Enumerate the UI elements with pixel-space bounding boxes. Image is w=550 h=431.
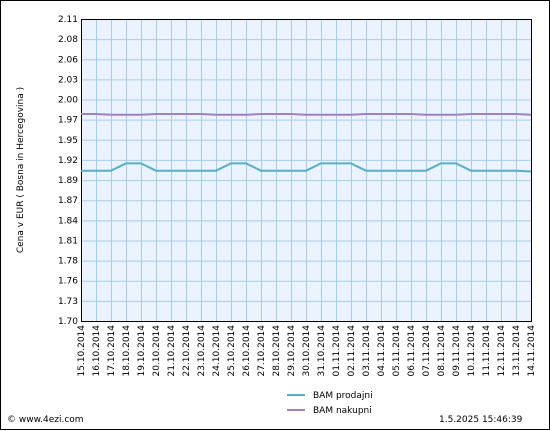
y-axis-ticks: 2.11 2.08 2.06 2.03 2.00 1.97 1.95 1.92 1.89 1.87… (58, 15, 78, 327)
x-tick-label: 08.11.2014 (437, 325, 447, 377)
footer-timestamp: 1.5.2025 15:46:39 (439, 415, 523, 425)
x-tick-label: 01.11.2014 (332, 325, 342, 377)
y-tick-label: 1.70 (58, 317, 78, 327)
x-tick-label: 13.11.2014 (512, 325, 522, 377)
y-axis-label: Cena v EUR ( Bosna in Hercegovina ) (16, 87, 26, 253)
y-tick-label: 1.78 (58, 257, 78, 267)
x-tick-label: 02.11.2014 (347, 325, 357, 377)
x-tick-label: 12.11.2014 (497, 325, 507, 377)
series-line (81, 113, 532, 116)
x-tick-label: 29.10.2014 (287, 325, 297, 377)
x-tick-label: 11.11.2014 (482, 325, 492, 377)
y-tick-label: 1.73 (58, 297, 78, 307)
x-tick-label: 14.11.2014 (527, 325, 537, 377)
y-tick-label: 2.06 (58, 55, 78, 65)
x-tick-label: 23.10.2014 (197, 325, 207, 377)
y-tick-label: 1.81 (58, 236, 78, 246)
y-tick-label: 1.97 (58, 116, 78, 126)
series-line (81, 162, 532, 173)
y-tick-label: 1.76 (58, 277, 78, 287)
x-tick-label: 04.11.2014 (377, 325, 387, 377)
y-tick-label: 1.84 (58, 216, 78, 226)
x-tick-label: 21.10.2014 (167, 325, 177, 377)
x-tick-label: 15.10.2014 (77, 325, 87, 377)
x-tick-label: 27.10.2014 (257, 325, 267, 377)
footer-source: © www.4ezi.com (7, 415, 84, 425)
legend: BAM prodajni BAM nakupni (287, 391, 373, 416)
x-tick-label: 28.10.2014 (272, 325, 282, 377)
legend-label: BAM prodajni (313, 391, 373, 401)
y-tick-label: 2.00 (58, 96, 78, 106)
x-tick-label: 24.10.2014 (212, 325, 222, 377)
y-tick-label: 2.08 (58, 35, 78, 45)
x-tick-label: 20.10.2014 (152, 325, 162, 377)
y-tick-label: 1.89 (58, 176, 78, 186)
x-tick-label: 06.11.2014 (407, 325, 417, 377)
y-tick-label: 1.87 (58, 196, 78, 206)
x-tick-label: 16.10.2014 (92, 325, 102, 377)
legend-label: BAM nakupni (313, 406, 372, 416)
x-tick-label: 03.11.2014 (362, 325, 372, 377)
x-tick-label: 31.10.2014 (317, 325, 327, 377)
y-tick-label: 2.11 (58, 15, 78, 25)
x-tick-label: 22.10.2014 (182, 325, 192, 377)
x-tick-label: 07.11.2014 (422, 325, 432, 377)
x-tick-label: 17.10.2014 (107, 325, 117, 377)
x-tick-label: 18.10.2014 (122, 325, 132, 377)
x-tick-label: 30.10.2014 (302, 325, 312, 377)
series-lines (81, 113, 532, 173)
y-tick-label: 2.03 (58, 75, 78, 85)
x-tick-label: 19.10.2014 (137, 325, 147, 377)
x-tick-label: 05.11.2014 (392, 325, 402, 377)
x-axis-ticks: 15.10.2014 16.10.2014 17.10.2014 18.10.2014… (77, 325, 537, 377)
x-tick-label: 10.11.2014 (467, 325, 477, 377)
y-tick-label: 1.92 (58, 156, 78, 166)
y-tick-label: 1.95 (58, 136, 78, 146)
x-tick-label: 26.10.2014 (242, 325, 252, 377)
x-tick-label: 09.11.2014 (452, 325, 462, 377)
grid-lines (81, 19, 532, 322)
x-tick-label: 25.10.2014 (227, 325, 237, 377)
